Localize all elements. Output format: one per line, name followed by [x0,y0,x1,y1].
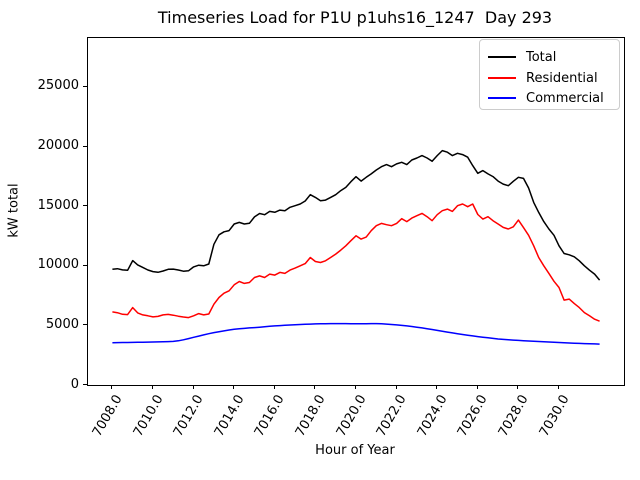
x-tick-label: 7022.0 [373,392,410,440]
x-tick-label: 7020.0 [333,392,370,440]
x-tick-label: 7012.0 [170,392,207,440]
x-tick-mark [314,385,316,389]
x-tick-label: 7008.0 [89,392,126,440]
y-tick-label: 5000 [45,316,79,332]
x-tick-label: 7024.0 [414,392,451,440]
plot-area [87,37,625,386]
legend-item-total: Total [480,48,619,66]
y-tick-label: 0 [70,376,79,392]
y-tick-label: 20000 [37,138,79,153]
y-tick-mark [83,145,87,147]
x-tick-label: 7026.0 [455,392,491,440]
y-tick-mark [83,85,87,87]
legend-item-residential: Residential [480,69,619,87]
total-line-swatch [488,56,516,58]
residential-line-swatch [488,77,516,79]
y-tick-label: 10000 [37,257,79,273]
y-tick-label: 25000 [37,78,79,94]
legend-item-commercial: Commercial [480,89,619,107]
x-tick-mark [233,385,235,389]
y-tick-mark [83,384,87,385]
x-tick-label: 7016.0 [252,392,288,440]
legend: Total Residential Commercial [479,39,620,110]
x-tick-mark [558,385,559,389]
y-tick-mark [83,324,87,326]
x-axis-label: Hour of Year [315,443,395,458]
y-tick-label: 15000 [37,197,79,213]
x-tick-label: 7030.0 [536,392,573,440]
x-tick-mark [476,385,478,389]
chart-title: Timeseries Load for P1U p1uhs16_1247 Day… [157,8,553,27]
x-tick-mark [273,385,275,389]
total-line [112,149,601,281]
y-tick-mark [83,205,87,207]
x-tick-mark [152,385,153,389]
x-tick-mark [395,385,397,389]
legend-label-total: Total [526,50,557,65]
y-tick-mark [83,264,87,266]
commercial-line [112,322,600,345]
x-tick-label: 7010.0 [130,392,167,440]
legend-label-commercial: Commercial [526,91,604,106]
x-tick-mark [192,385,194,389]
commercial-line-swatch [488,97,516,99]
plot-lines-svg [112,149,601,345]
x-tick-label: 7014.0 [211,392,248,440]
x-tick-mark [111,385,113,389]
legend-label-residential: Residential [526,71,598,86]
x-tick-mark [517,385,519,389]
x-tick-mark [355,385,356,389]
residential-line [112,203,600,322]
x-tick-mark [436,385,438,389]
x-tick-label: 7018.0 [292,392,329,440]
x-tick-label: 7028.0 [495,392,532,440]
